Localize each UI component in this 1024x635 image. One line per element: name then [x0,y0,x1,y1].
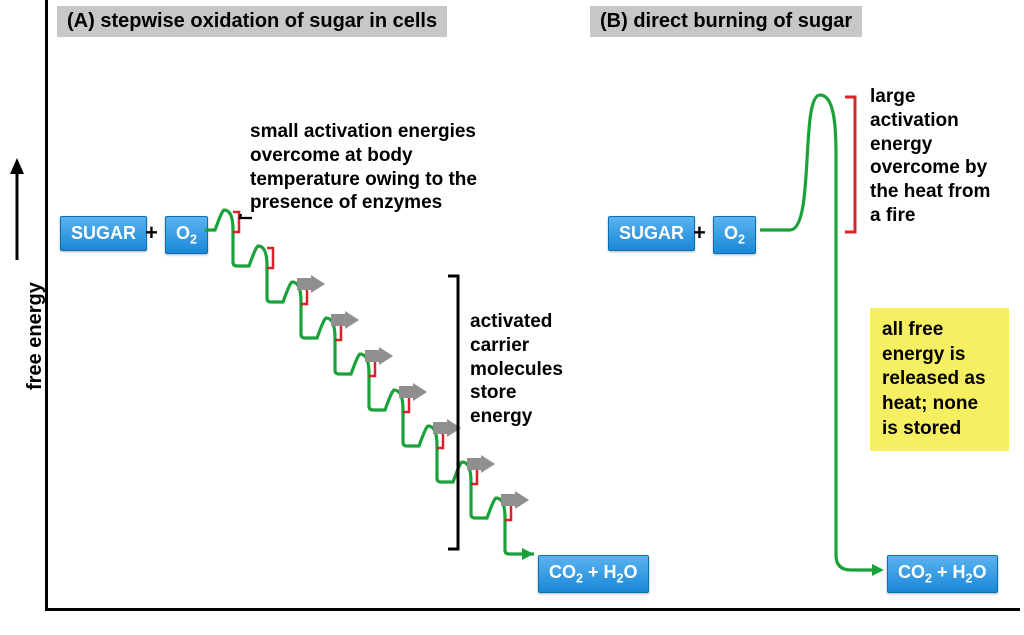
panel-b-yellow-note: all free energy is released as heat; non… [870,308,1009,451]
panel-b-products-box: CO2 + H2O [887,555,998,593]
panel-b-annot-activation-text: large activation energy overcome by the … [870,86,990,226]
panel-b-annot-activation: large activation energy overcome by the … [870,85,1000,228]
panel-b-yellow-note-text: all free energy is released as heat; non… [882,319,986,439]
panel-b-products-text: CO2 + H2O [898,562,987,582]
